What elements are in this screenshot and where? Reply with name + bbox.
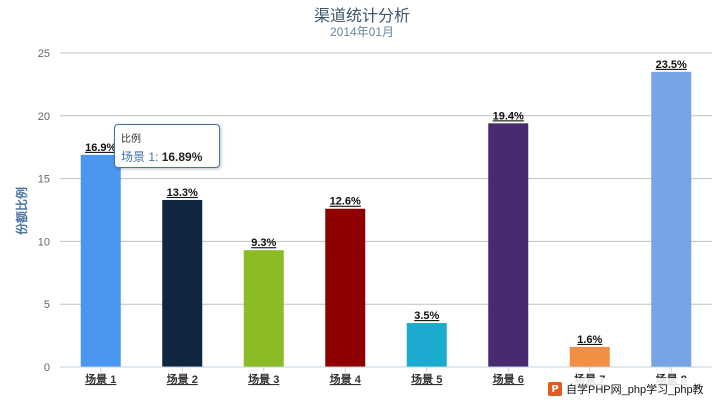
bar	[651, 71, 692, 367]
bar	[80, 154, 121, 367]
bar	[243, 250, 284, 367]
tooltip-value: 16.89%	[161, 150, 203, 164]
y-tick-label: 15	[38, 174, 50, 186]
bar	[569, 346, 610, 367]
data-label: 12.6%	[330, 196, 361, 208]
y-tick-label: 10	[38, 236, 50, 248]
y-axis-label: 份额比例	[14, 187, 29, 235]
chart-subtitle: 2014年01月	[330, 25, 394, 39]
x-tick-label: 场景 6	[493, 372, 524, 386]
x-tick-label: 场景 3	[248, 372, 279, 386]
y-tick-label: 25	[38, 48, 50, 60]
tooltip-title: 比例	[121, 134, 141, 145]
bar	[406, 323, 447, 367]
watermark-text: 自学PHP网_php学习_php教	[566, 384, 704, 396]
x-tick-label: 场景 1	[85, 372, 116, 386]
data-label: 23.5%	[656, 59, 687, 71]
bar	[325, 208, 366, 367]
data-label: 3.5%	[414, 310, 439, 322]
y-axis-ticks: 0 5 10 15 20 25	[38, 48, 50, 374]
x-tick-label: 场景 4	[330, 372, 362, 386]
watermark: P 自学PHP网_php学习_php教	[548, 378, 719, 400]
tooltip-row: 场景 1: 16.89%	[121, 150, 203, 164]
bar	[488, 123, 529, 367]
y-tick-label: 0	[44, 362, 50, 374]
tooltip-series: 场景 1	[121, 150, 156, 164]
data-label: 9.3%	[251, 237, 276, 249]
y-tick-label: 20	[38, 111, 50, 123]
x-tick-label: 场景 5	[411, 372, 442, 386]
chart-title: 渠道统计分析	[314, 7, 410, 25]
data-label: 1.6%	[577, 334, 602, 346]
data-label: 13.3%	[167, 187, 198, 199]
data-label: 16.9%	[85, 142, 116, 154]
data-labels: 16.9% 13.3% 9.3% 12.6% 3.5% 19.4% 1.6% 23.5%	[85, 59, 687, 346]
y-tick-label: 5	[44, 299, 50, 311]
tooltip: 比例 场景 1: 16.89%	[114, 124, 220, 168]
grid-lines	[60, 52, 712, 305]
x-tick-label: 场景 2	[167, 372, 198, 386]
bars	[80, 71, 692, 367]
php-logo-icon: P	[548, 382, 562, 396]
data-label: 19.4%	[493, 110, 524, 122]
bar	[162, 199, 203, 367]
